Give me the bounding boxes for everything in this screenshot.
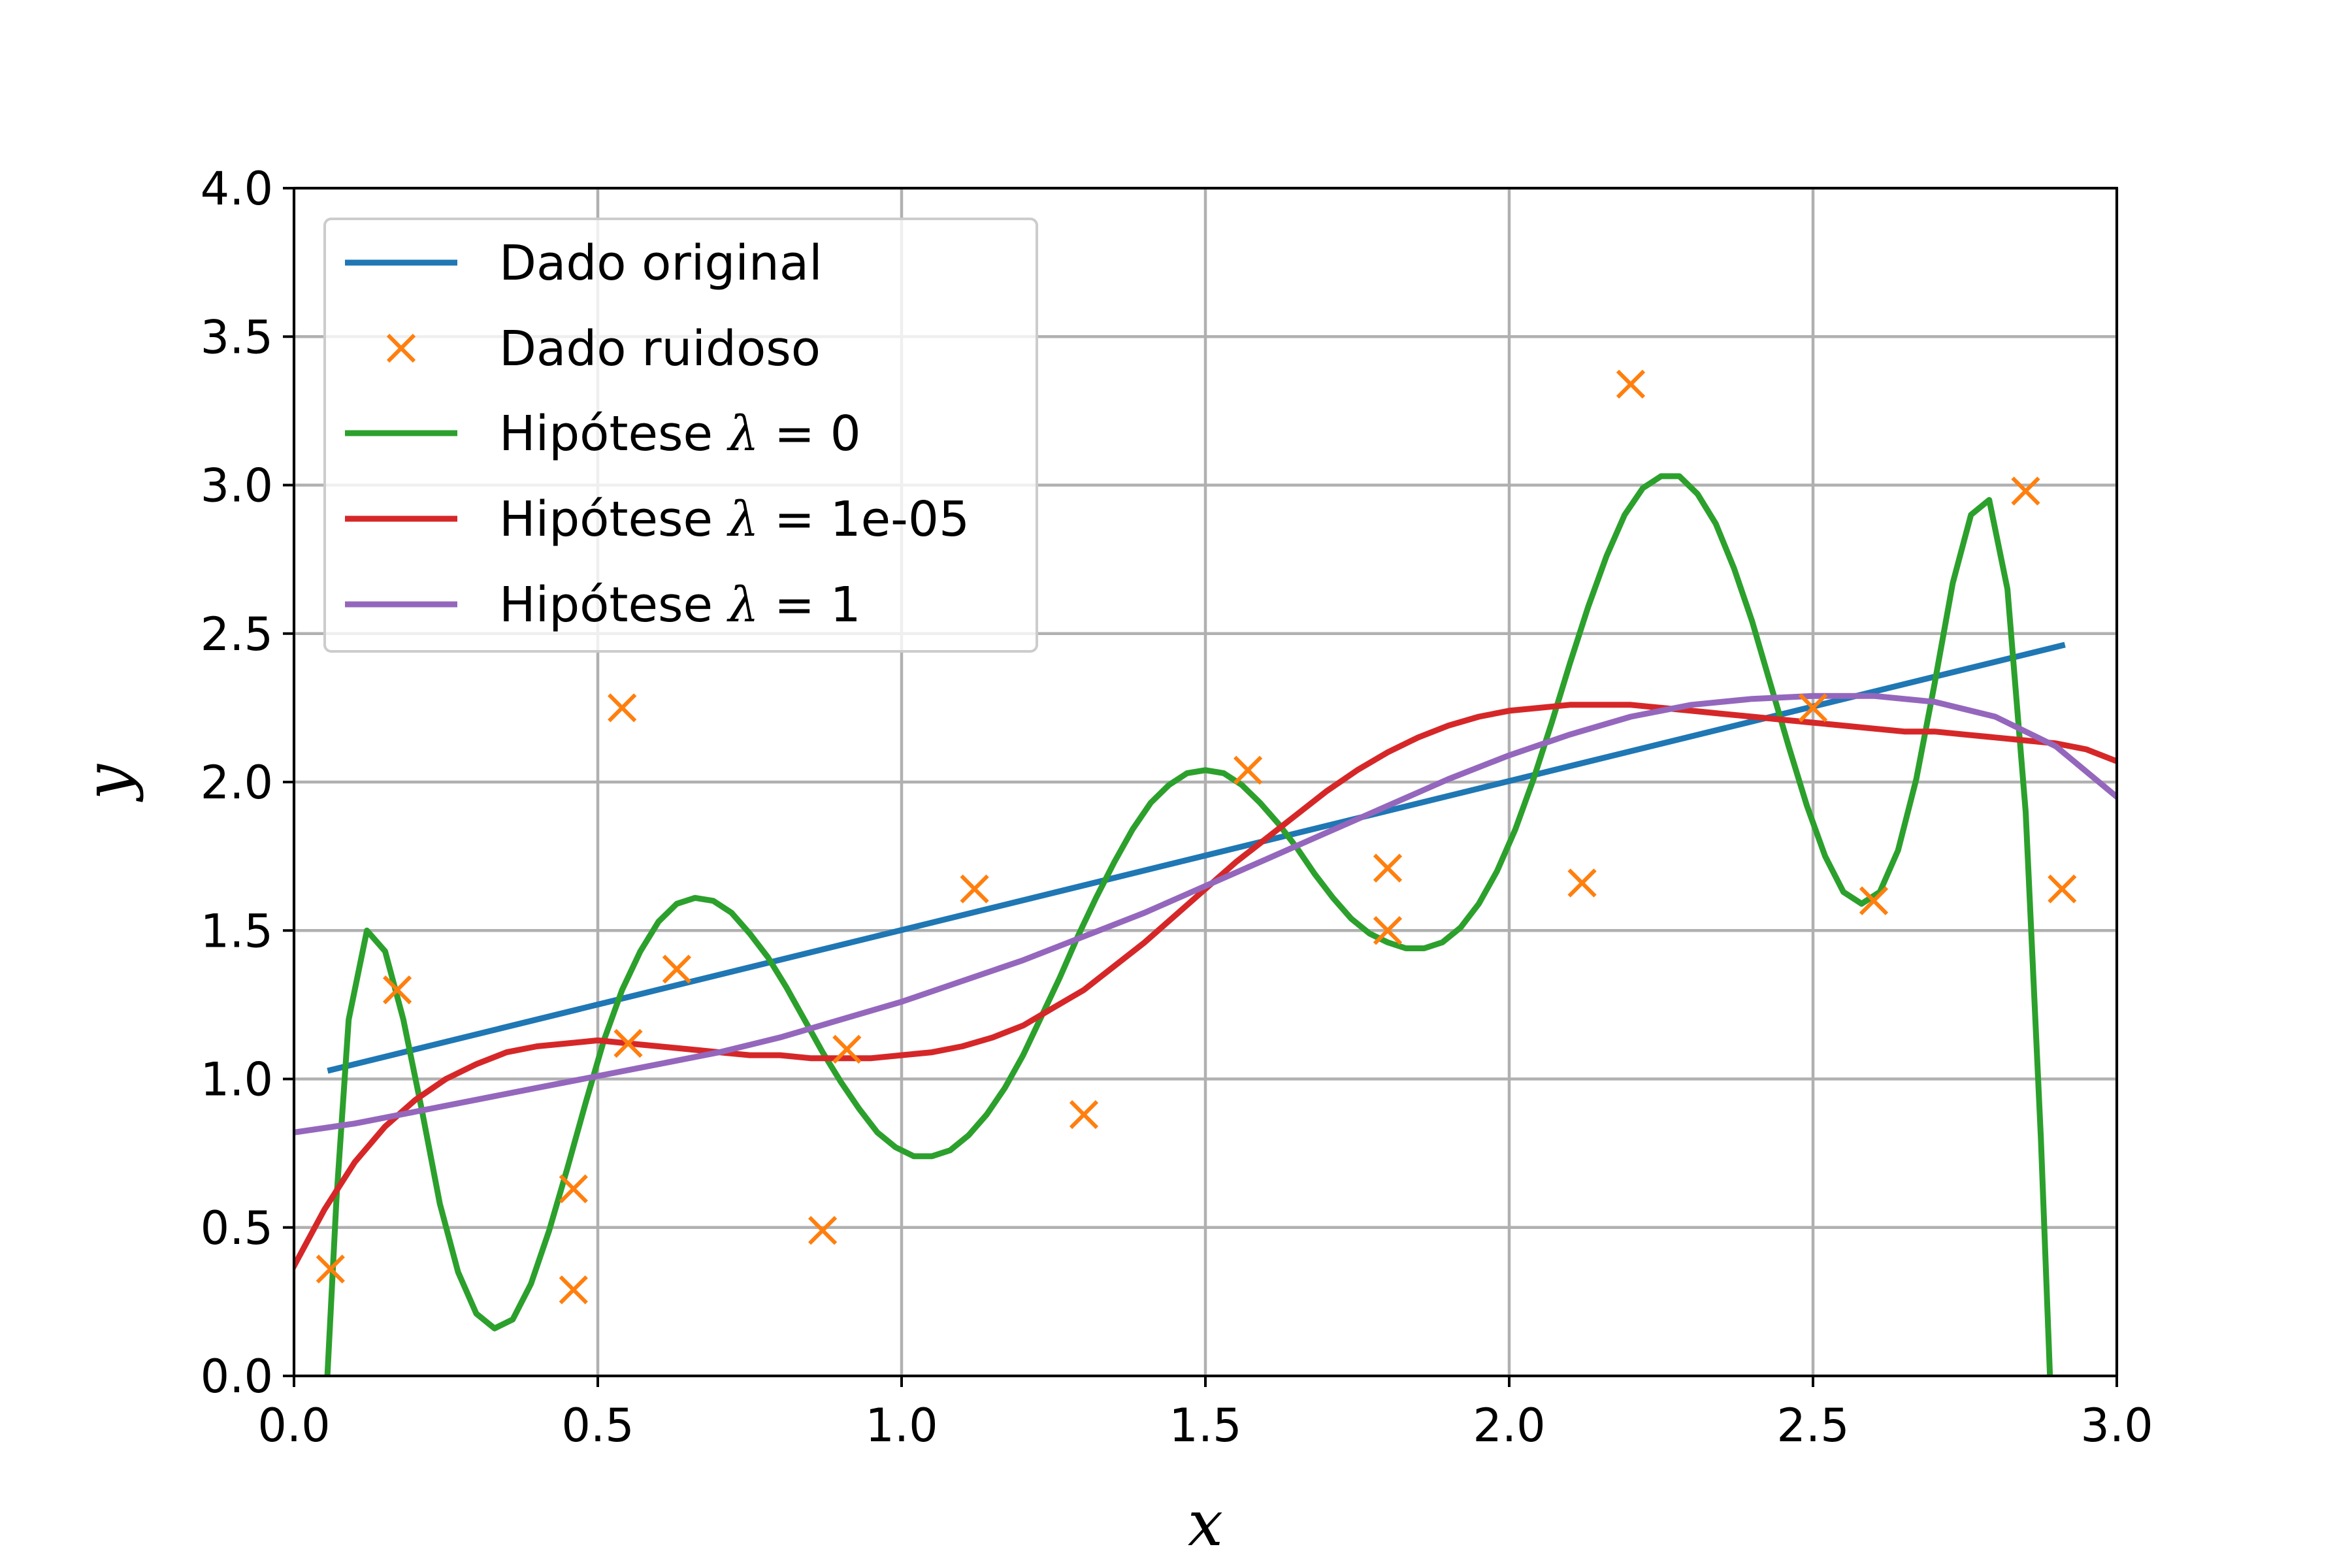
series-line-hip-tese-1 — [294, 693, 2117, 1135]
scatter-point — [960, 874, 989, 904]
scatter-point — [2048, 874, 2077, 904]
legend-label: Hipótese λ = 0 — [499, 406, 861, 462]
ticks: 0.0 0.5 1.0 1.5 2.0 2.5 3.0 0.0 0.5 1.0 1.5 2.0 2.5 3… — [201, 162, 2153, 1452]
legend-entry: Dado original — [345, 235, 823, 291]
scatter-point — [316, 1254, 345, 1284]
legend-swatch — [386, 333, 416, 363]
y-tick-label: 3.5 — [201, 310, 273, 364]
y-tick-label: 2.0 — [201, 756, 273, 809]
scatter-point — [1373, 853, 1403, 883]
y-tick-label: 0.0 — [201, 1350, 273, 1403]
scatter-point — [608, 693, 637, 723]
legend: Dado original Dado ruidoso Hipótese λ = 0 H… — [323, 218, 1038, 653]
legend-box — [323, 218, 1038, 653]
plot-frame — [293, 187, 2118, 1377]
scatter-point — [1616, 369, 1646, 399]
x-tick-label: 2.5 — [1776, 1399, 1849, 1452]
x-tick-label: 3.0 — [2080, 1399, 2153, 1452]
x-tick-label: 1.5 — [1169, 1399, 1241, 1452]
legend-label: Dado original — [499, 235, 823, 291]
legend-label: Hipótese λ = 1e-05 — [499, 491, 970, 547]
scatter-point — [1859, 886, 1889, 915]
y-tick-label: 1.0 — [201, 1053, 273, 1107]
series-layer — [294, 369, 2117, 1376]
legend-entry: Hipótese λ = 1 — [345, 577, 861, 633]
y-tick-label: 1.5 — [201, 904, 273, 958]
scatter-point — [1069, 1100, 1099, 1130]
legend-entry: Hipótese λ = 1e-05 — [345, 491, 970, 547]
scatter-point — [1373, 916, 1403, 945]
scatter-point — [832, 1034, 862, 1064]
y-tick-label: 3.0 — [201, 459, 273, 513]
scatter-point — [1233, 755, 1263, 785]
y-tick-label: 0.5 — [201, 1201, 273, 1255]
scatter-point — [2011, 476, 2040, 506]
y-tick-label: 4.0 — [201, 162, 273, 216]
legend-label: Dado ruidoso — [499, 321, 821, 377]
scatter-point — [662, 955, 692, 984]
scatter-point — [613, 1028, 643, 1058]
y-axis-label: y — [71, 763, 144, 802]
legend-entry: Hipótese λ = 0 — [345, 406, 861, 462]
legend-label: Hipótese λ = 1 — [499, 577, 861, 633]
legend-entry: Dado ruidoso — [386, 321, 821, 377]
scatter-point — [559, 1275, 588, 1305]
scatter-point — [808, 1216, 838, 1245]
x-tick-label: 0.5 — [561, 1399, 634, 1452]
scatter-point — [382, 975, 412, 1005]
x-tick-label: 1.0 — [865, 1399, 938, 1452]
scatter-point — [1798, 693, 1828, 723]
y-tick-label: 2.5 — [201, 608, 273, 661]
x-tick-label: 0.0 — [257, 1399, 330, 1452]
scatter-point — [1567, 868, 1597, 898]
x-tick-label: 2.0 — [1473, 1399, 1545, 1452]
x-axis-label: x — [1188, 1487, 1223, 1560]
scatter-point — [559, 1174, 588, 1203]
